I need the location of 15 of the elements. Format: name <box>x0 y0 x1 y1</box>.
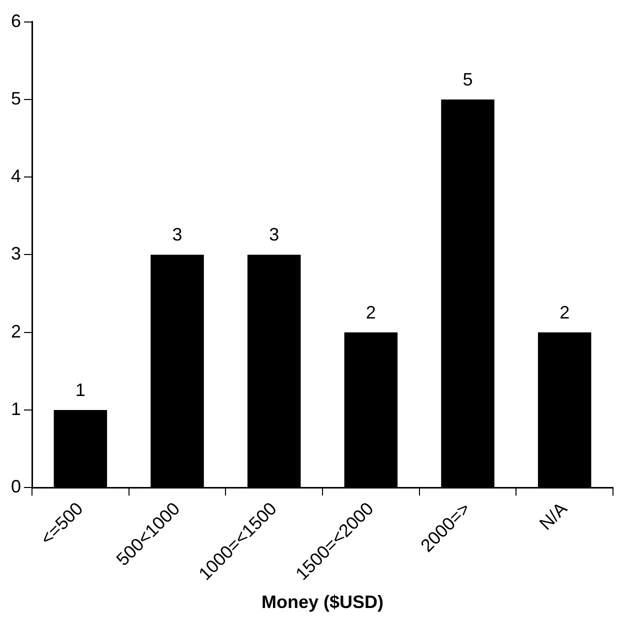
data-label: 1 <box>75 380 86 400</box>
x-tick-label: N/A <box>536 498 571 534</box>
y-tick-label: 3 <box>10 244 22 264</box>
y-tick-label: 6 <box>10 10 22 31</box>
y-tick-label: 0 <box>10 476 22 497</box>
data-label: 3 <box>269 224 280 245</box>
y-tick-label: 5 <box>10 88 22 108</box>
y-tick-label: 1 <box>10 398 22 419</box>
data-label: 2 <box>366 302 376 322</box>
data-label: 3 <box>172 224 182 245</box>
data-label: 5 <box>462 69 473 90</box>
data-label: 2 <box>560 302 570 322</box>
y-tick-label: 2 <box>10 321 22 342</box>
y-tick-label: 4 <box>10 166 22 186</box>
x-axis-title: Money ($USD) <box>262 592 384 612</box>
